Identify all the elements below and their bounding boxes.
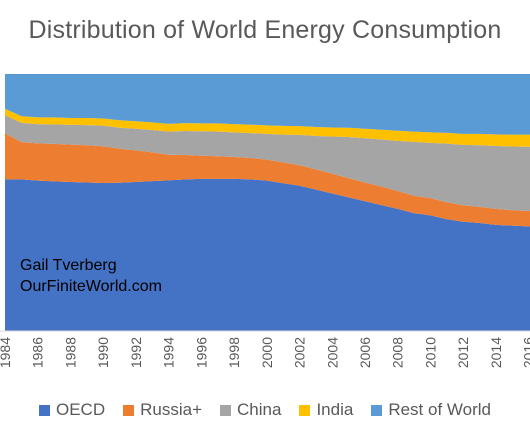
x-tick-label-2002: 2002 [292, 337, 308, 368]
x-tick-label-2000: 2000 [259, 337, 275, 368]
legend-item-russia: Russia+ [123, 400, 202, 420]
area-india [5, 108, 530, 147]
x-tick-label-1984: 1984 [0, 337, 13, 368]
x-tick-label-1988: 1988 [62, 337, 78, 368]
legend-swatch-rest-of-world [371, 404, 383, 416]
legend-label-china: China [237, 400, 282, 419]
chart-title: Distribution of World Energy Consumption [28, 16, 502, 44]
x-tick-label-1990: 1990 [95, 337, 111, 368]
x-tick-label-1986: 1986 [30, 337, 46, 368]
annotation-website: OurFiniteWorld.com [20, 278, 162, 295]
area-russia [5, 133, 530, 227]
x-tick-label-2006: 2006 [357, 337, 373, 368]
legend-label-russia: Russia+ [140, 400, 203, 419]
x-tick-label-2014: 2014 [488, 337, 504, 368]
x-tick-label-1996: 1996 [193, 337, 209, 368]
legend: OECD Russia+ China India Rest of World [0, 400, 530, 420]
legend-label-india: India [316, 400, 354, 419]
x-tick-labels: 1984 1986 1988 1990 1992 1994 1996 1998 2000 2002… [0, 337, 530, 368]
x-tick-label-2016: 2016 [521, 337, 530, 368]
legend-item-rest-of-world: Rest of World [371, 400, 491, 420]
legend-swatch-india [299, 404, 311, 416]
x-tick-label-2012: 2012 [455, 337, 471, 368]
legend-label-rest-of-world: Rest of World [388, 400, 491, 419]
x-tick-label-2008: 2008 [390, 337, 406, 368]
x-tick-label-1992: 1992 [128, 337, 144, 368]
legend-item-china: China [220, 400, 281, 420]
legend-swatch-russia [123, 404, 135, 416]
area-rest-of-world [5, 74, 530, 135]
x-tick-label-2004: 2004 [324, 337, 340, 368]
area-oecd [5, 178, 530, 331]
x-tick-label-2010: 2010 [422, 337, 438, 368]
area-china [5, 115, 530, 212]
x-tick-label-1994: 1994 [161, 337, 177, 368]
annotation-author: Gail Tverberg [20, 257, 117, 274]
legend-swatch-china [220, 404, 232, 416]
area-series-group [5, 74, 530, 331]
legend-item-oecd: OECD [39, 400, 105, 420]
author-annotation: Gail Tverberg OurFiniteWorld.com [20, 255, 162, 297]
legend-swatch-oecd [39, 404, 50, 416]
legend-label-oecd: OECD [56, 400, 106, 419]
x-tick-label-1998: 1998 [226, 337, 242, 368]
legend-item-india: India [299, 400, 353, 420]
